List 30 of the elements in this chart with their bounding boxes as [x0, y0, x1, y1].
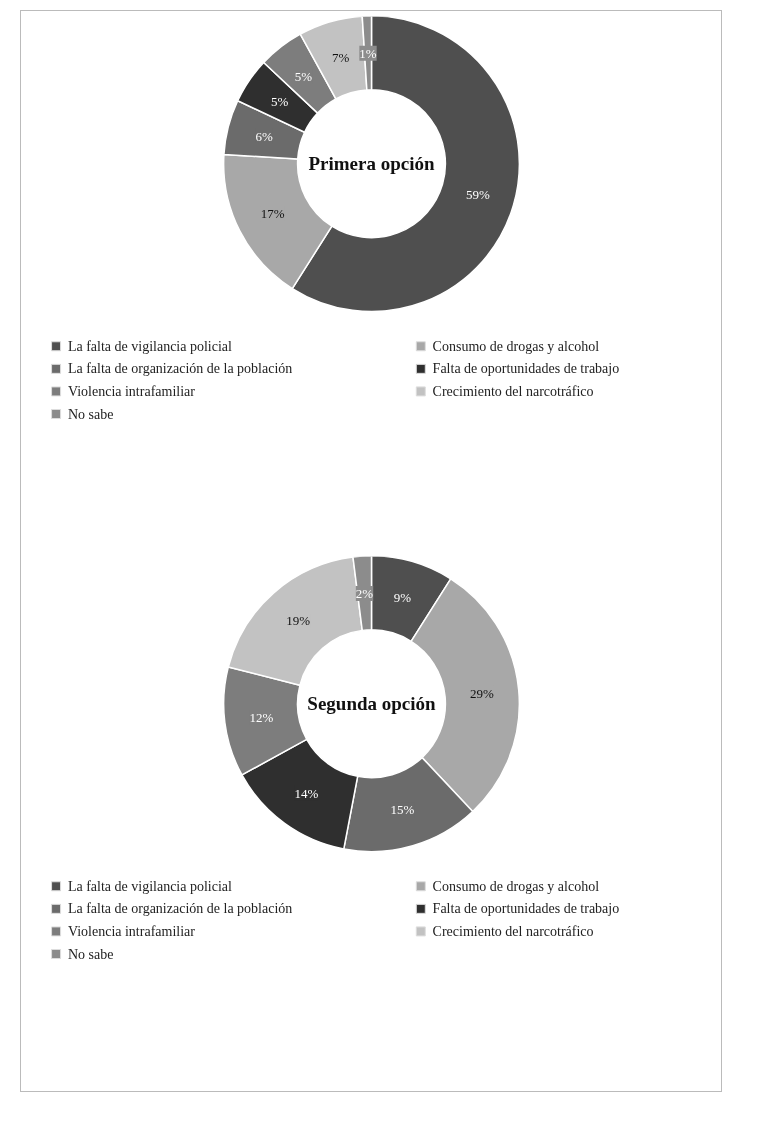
- legend-label: Falta de oportunidades de trabajo: [432, 361, 620, 377]
- data-label: 12%: [249, 710, 274, 726]
- data-label: 19%: [286, 613, 311, 629]
- legend-label: Crecimiento del narcotráfico: [432, 383, 594, 399]
- data-label: 5%: [294, 68, 313, 84]
- data-label: 6%: [255, 128, 273, 144]
- legend-label: La falta de organización de la población: [67, 901, 293, 917]
- data-label: 9%: [393, 590, 412, 606]
- legend-label: Consumo de drogas y alcohol: [432, 878, 600, 894]
- legend-label: No sabe: [67, 406, 114, 422]
- legend-label: La falta de organización de la población: [67, 361, 293, 377]
- legend-label: Falta de oportunidades de trabajo: [432, 901, 620, 917]
- data-label: 29%: [469, 685, 494, 701]
- data-label: 14%: [294, 785, 319, 801]
- text: Primera opción: [308, 153, 435, 175]
- legend-label: La falta de vigilancia policial: [67, 878, 233, 894]
- legend-label: No sabe: [67, 946, 114, 962]
- data-label: 7%: [331, 50, 350, 66]
- data-label: 2%: [355, 586, 374, 602]
- legend-label: La falta de vigilancia policial: [67, 338, 233, 354]
- legend-label: Violencia intrafamiliar: [67, 923, 196, 939]
- data-label: 59%: [466, 187, 491, 203]
- data-label: 1%: [359, 45, 377, 61]
- legend-label: Crecimiento del narcotráfico: [432, 923, 594, 939]
- legend-label: Violencia intrafamiliar: [67, 383, 196, 399]
- legend-label: Consumo de drogas y alcohol: [432, 338, 600, 354]
- text: Segunda opción: [307, 693, 437, 715]
- data-label: 5%: [271, 94, 289, 110]
- data-label: 17%: [260, 206, 285, 222]
- data-label: 15%: [390, 802, 415, 818]
